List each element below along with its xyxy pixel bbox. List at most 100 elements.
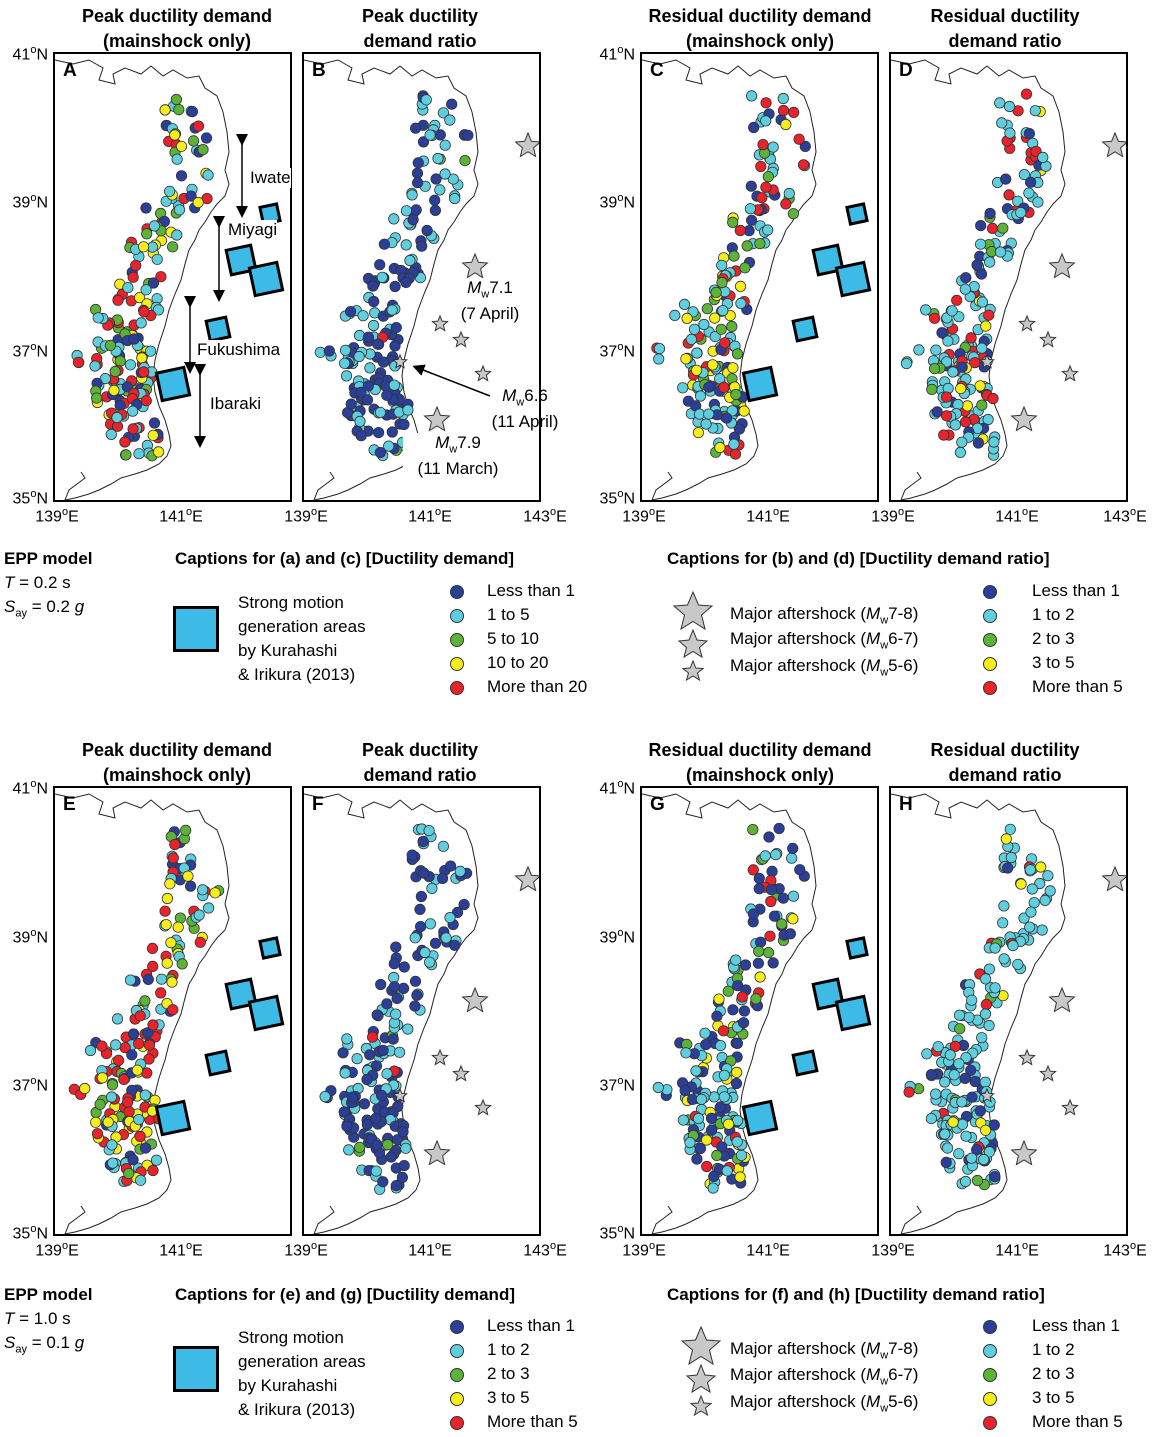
station-marker — [148, 417, 161, 429]
aftershock-star — [1061, 1098, 1079, 1116]
aftershock-star — [979, 1087, 995, 1103]
station-marker — [421, 224, 433, 237]
station-marker — [766, 865, 778, 878]
bottom-left-dot-0 — [450, 1320, 464, 1334]
top-strength: Say = 0.2 g — [4, 597, 85, 620]
station-marker — [710, 286, 722, 298]
coastline — [642, 59, 817, 500]
lon-label-143-b: 143oE — [523, 506, 567, 526]
station-marker — [398, 418, 410, 431]
smga-area — [204, 315, 232, 343]
station-marker — [390, 941, 402, 953]
station-marker — [979, 1076, 991, 1088]
bottom-left-dot-3 — [450, 1392, 464, 1406]
station-marker — [941, 356, 953, 368]
station-marker — [787, 913, 799, 925]
station-marker — [956, 1096, 968, 1108]
station-marker — [700, 1039, 712, 1051]
lon-label-139-h: 139oE — [871, 1240, 915, 1260]
station-marker — [953, 1148, 965, 1160]
station-marker — [180, 824, 192, 836]
station-marker — [407, 214, 419, 226]
station-marker — [731, 348, 744, 360]
station-marker — [197, 144, 209, 156]
station-marker — [147, 960, 159, 972]
station-marker — [713, 993, 725, 1005]
station-marker — [717, 305, 729, 317]
station-marker — [145, 345, 157, 357]
station-marker — [353, 1141, 366, 1153]
station-marker — [127, 423, 139, 435]
station-marker — [1044, 885, 1056, 897]
station-marker — [120, 449, 132, 461]
top-caption-right: Captions for (b) and (d) [Ductility dema… — [667, 549, 1050, 568]
station-marker — [954, 1023, 966, 1035]
station-marker — [167, 241, 179, 253]
station-marker — [404, 254, 416, 267]
top-left-item-2: 5 to 10 — [487, 629, 539, 648]
station-marker — [715, 323, 727, 335]
coastline-south — [651, 1205, 673, 1234]
station-marker — [197, 884, 209, 896]
station-marker — [703, 381, 715, 393]
lon-label-141-c: 141oE — [746, 506, 790, 526]
station-marker — [170, 93, 183, 106]
station-marker — [385, 1151, 397, 1163]
station-marker — [166, 976, 178, 988]
station-marker — [925, 1068, 938, 1081]
station-marker — [1002, 862, 1014, 874]
station-marker — [948, 1069, 960, 1081]
station-marker — [389, 340, 401, 352]
station-marker — [960, 416, 972, 428]
station-marker — [684, 1136, 696, 1149]
station-marker — [980, 998, 993, 1011]
station-marker — [956, 1118, 969, 1130]
station-marker — [150, 1154, 163, 1166]
station-marker — [760, 181, 772, 193]
station-marker — [439, 168, 451, 180]
station-marker — [931, 406, 943, 418]
station-marker — [152, 304, 165, 316]
lon-label-141-a: 141oE — [159, 506, 203, 526]
station-marker — [965, 1064, 977, 1076]
panel-b-title-line1: Peak ductility — [361, 6, 479, 26]
station-marker — [89, 360, 101, 372]
station-marker — [952, 398, 964, 411]
bottom-caption-left: Captions for (e) and (g) [Ductility dema… — [175, 1285, 515, 1304]
panel-h-title-line2: demand ratio — [948, 765, 1062, 785]
station-marker — [738, 1017, 750, 1029]
station-marker — [96, 1040, 108, 1052]
station-marker — [1025, 906, 1037, 918]
station-marker — [138, 306, 150, 318]
station-marker — [99, 372, 112, 385]
station-marker — [412, 177, 424, 189]
station-marker — [928, 312, 941, 324]
station-marker — [138, 241, 150, 253]
station-marker — [679, 1084, 691, 1097]
station-marker — [172, 921, 184, 933]
map-panel-b: B — [302, 52, 541, 502]
coastline-south — [64, 1205, 86, 1234]
map-panel-c: C — [640, 52, 879, 502]
map-canvas — [304, 59, 539, 500]
station-marker — [127, 1154, 139, 1166]
station-marker — [1015, 878, 1027, 890]
station-marker — [966, 1152, 978, 1164]
station-marker — [171, 229, 183, 241]
station-marker — [953, 1009, 966, 1021]
station-marker — [718, 1091, 730, 1103]
station-marker — [192, 120, 205, 132]
station-marker — [373, 426, 385, 439]
station-marker — [998, 953, 1010, 965]
station-marker — [167, 1004, 179, 1016]
station-marker — [122, 1096, 134, 1108]
station-marker — [151, 253, 163, 265]
station-marker — [458, 899, 470, 911]
panel-a-title-line2: (mainshock only) — [102, 31, 252, 51]
station-marker — [688, 323, 701, 335]
lat-label-41-top-right: 41oN — [599, 44, 635, 64]
station-marker — [734, 280, 747, 292]
top-left-dot-2 — [450, 633, 464, 647]
station-marker — [119, 436, 131, 448]
station-marker — [1029, 105, 1041, 117]
